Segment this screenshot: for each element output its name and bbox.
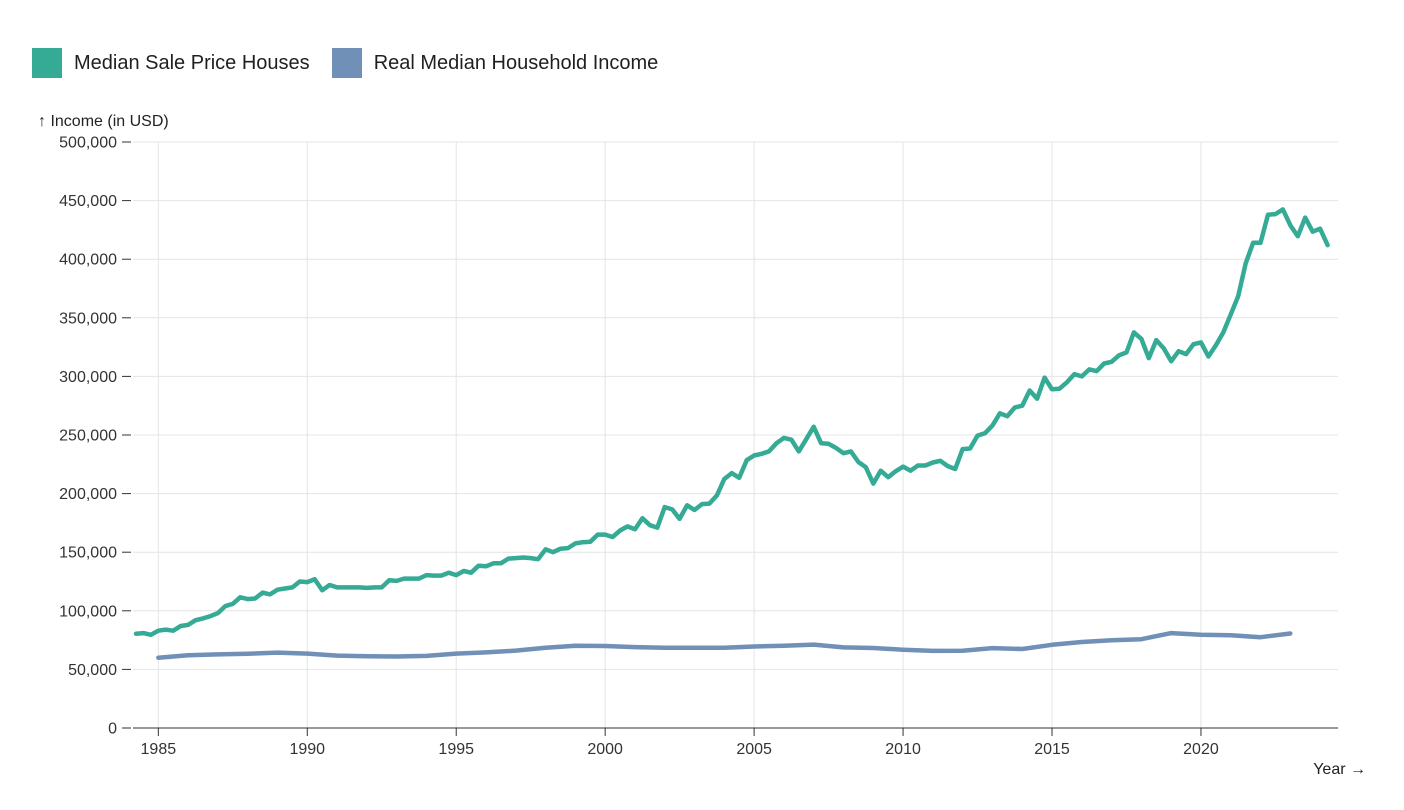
y-tick-label: 100,000 xyxy=(59,603,117,620)
x-tick-label: 2000 xyxy=(587,741,623,758)
legend-item-house-price[interactable]: Median Sale Price Houses xyxy=(32,48,310,78)
house-price-swatch xyxy=(32,48,62,78)
household-income-legend-label: Real Median Household Income xyxy=(373,51,659,74)
x-tick-label: 1990 xyxy=(289,741,325,758)
household-income-line xyxy=(156,630,1293,660)
y-tick-label: 300,000 xyxy=(59,369,117,386)
legend-item-household-income[interactable]: Real Median Household Income xyxy=(331,48,659,78)
y-tick-label: 150,000 xyxy=(59,545,117,562)
household-income-swatch xyxy=(331,48,362,78)
y-tick-label: 500,000 xyxy=(59,135,117,152)
y-tick-label: 350,000 xyxy=(59,310,117,327)
x-tick-label: 2020 xyxy=(1183,741,1219,758)
x-tick-label: 1985 xyxy=(141,741,177,758)
y-tick-label: 200,000 xyxy=(59,486,117,503)
x-axis-title: Year → xyxy=(1313,761,1366,778)
y-axis-title: ↑ Income (in USD) xyxy=(38,113,169,130)
y-tick-label: 400,000 xyxy=(59,252,117,269)
house-price-line xyxy=(133,207,1330,638)
x-tick-label: 2005 xyxy=(736,741,772,758)
y-tick-label: 450,000 xyxy=(59,193,117,210)
legend: Median Sale Price Houses Real Median Hou… xyxy=(32,48,658,78)
y-tick-label: 50,000 xyxy=(68,662,117,679)
y-tick-label: 250,000 xyxy=(59,428,117,445)
x-tick-label: 2010 xyxy=(885,741,921,758)
series-lines xyxy=(133,207,1330,660)
y-tick-label: 0 xyxy=(108,721,117,738)
house-price-legend-label: Median Sale Price Houses xyxy=(74,51,310,74)
x-tick-label: 1995 xyxy=(438,741,474,758)
axes: 0 50,000 100,000 150,000 200,000 250,000 300,0… xyxy=(59,135,1338,758)
x-tick-label: 2015 xyxy=(1034,741,1070,758)
grid xyxy=(133,141,1338,729)
